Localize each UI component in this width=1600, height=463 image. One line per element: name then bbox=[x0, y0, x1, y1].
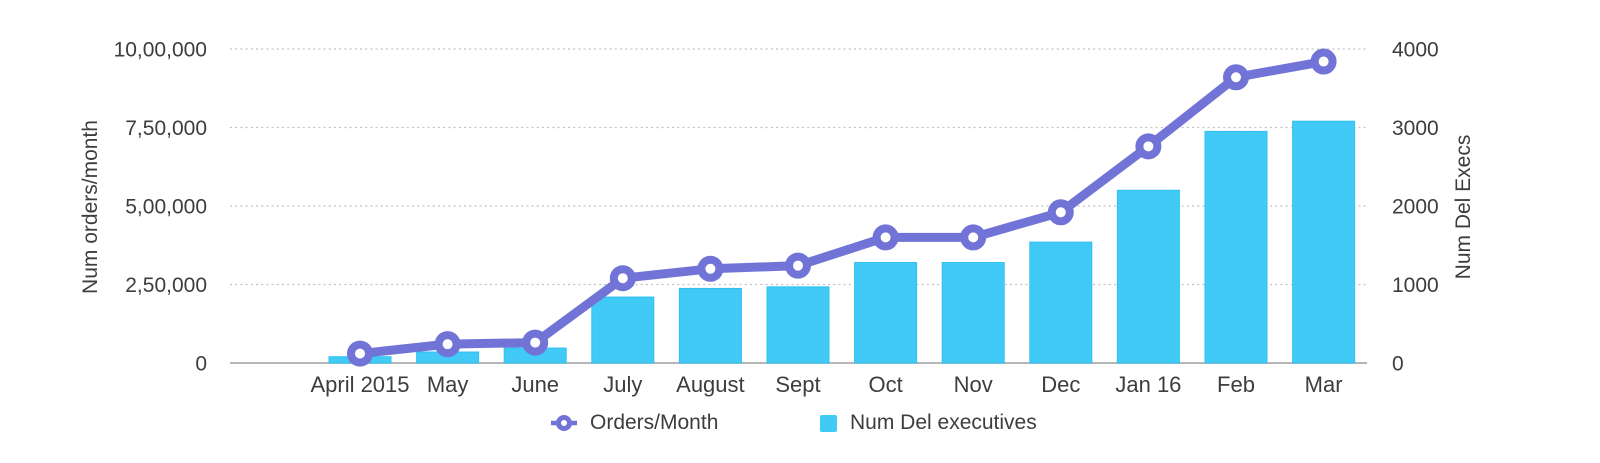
del-executives-swatch-icon bbox=[820, 414, 837, 432]
orders-marker[interactable] bbox=[434, 331, 461, 358]
y-tick-label-left: 5,00,000 bbox=[125, 196, 207, 219]
legend-item-del-executives[interactable]: Num Del executives bbox=[820, 407, 1037, 439]
y-tick-label-left: 10,00,000 bbox=[114, 39, 207, 62]
orders-marker[interactable] bbox=[1310, 48, 1337, 75]
orders-line bbox=[355, 57, 1329, 359]
orders-marker[interactable] bbox=[872, 224, 899, 251]
x-tick-label: August bbox=[676, 372, 745, 397]
bar[interactable] bbox=[1204, 130, 1268, 364]
y-tick-label-left: 2,50,000 bbox=[125, 274, 207, 297]
bar[interactable] bbox=[591, 296, 655, 364]
x-tick-label: April 2015 bbox=[310, 372, 409, 397]
left-axis-title: Num orders/month bbox=[79, 120, 102, 294]
x-tick-label: Oct bbox=[868, 372, 902, 397]
y-tick-label-right: 0 bbox=[1392, 353, 1404, 376]
orders-line-marker-icon bbox=[551, 415, 577, 431]
x-tick-label: Jan 16 bbox=[1115, 372, 1181, 397]
bar[interactable] bbox=[1116, 189, 1180, 364]
orders-marker[interactable] bbox=[1223, 64, 1249, 91]
orders-marker[interactable] bbox=[1135, 133, 1162, 160]
x-tick-label: May bbox=[427, 372, 469, 397]
x-tick-label: Dec bbox=[1041, 372, 1080, 397]
x-tick-label: July bbox=[603, 372, 642, 397]
bar[interactable] bbox=[678, 287, 742, 364]
orders-marker[interactable] bbox=[1047, 199, 1074, 226]
bar[interactable] bbox=[1292, 120, 1356, 364]
bar[interactable] bbox=[941, 262, 1005, 364]
y-tick-label-left: 0 bbox=[195, 353, 207, 376]
orders-marker[interactable] bbox=[347, 340, 373, 367]
legend-label-del-executives: Num Del executives bbox=[850, 411, 1037, 434]
y-tick-label-right: 3000 bbox=[1392, 117, 1439, 140]
legend-item-orders[interactable]: Orders/Month bbox=[551, 407, 718, 439]
y-tick-label-right: 2000 bbox=[1392, 196, 1439, 219]
x-tick-label: Nov bbox=[954, 372, 993, 397]
bar[interactable] bbox=[1029, 241, 1093, 364]
x-tick-label: Mar bbox=[1305, 372, 1343, 397]
orders-marker[interactable] bbox=[960, 224, 987, 251]
orders-marker[interactable] bbox=[697, 255, 724, 282]
y-tick-label-right: 1000 bbox=[1392, 274, 1439, 297]
bar[interactable] bbox=[854, 262, 918, 364]
y-tick-label-left: 7,50,000 bbox=[125, 117, 207, 140]
bar[interactable] bbox=[766, 286, 830, 364]
x-tick-label: June bbox=[511, 372, 559, 397]
orders-marker[interactable] bbox=[785, 252, 811, 279]
legend: Orders/Month Num Del executives bbox=[0, 407, 1600, 439]
orders-marker[interactable] bbox=[522, 329, 549, 356]
right-axis-title: Num Del Execs bbox=[1452, 134, 1475, 280]
orders-marker[interactable] bbox=[609, 265, 636, 292]
y-tick-label-right: 4000 bbox=[1392, 39, 1439, 62]
x-tick-label: Sept bbox=[775, 372, 820, 397]
x-tick-label: Feb bbox=[1217, 372, 1255, 397]
legend-label-orders: Orders/Month bbox=[590, 411, 719, 434]
